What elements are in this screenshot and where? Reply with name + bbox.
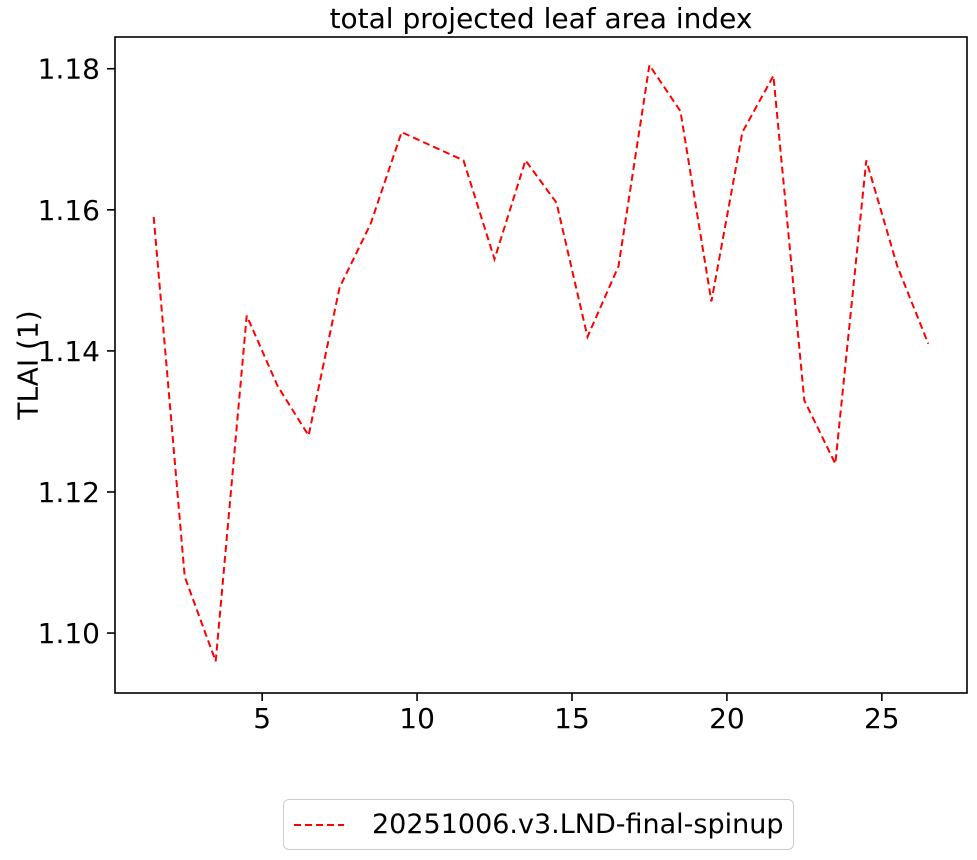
x-tick-label: 5 <box>253 702 271 735</box>
data-series-line <box>152 62 930 662</box>
legend: 20251006.v3.LND-final-spinup <box>283 799 794 850</box>
y-tick-label: 1.16 <box>38 194 100 227</box>
x-tick-label: 15 <box>554 702 590 735</box>
x-tick-label: 10 <box>399 702 435 735</box>
chart-title: total projected leaf area index <box>329 2 753 35</box>
x-tick-label: 20 <box>709 702 745 735</box>
x-tick-label: 25 <box>864 702 900 735</box>
y-tick-label: 1.10 <box>38 617 100 650</box>
y-tick-label: 1.14 <box>38 335 100 368</box>
plot-area: 5 10 15 20 25 1.10 1.12 1.14 1.16 1.18 <box>38 36 968 735</box>
y-tick-label: 1.12 <box>38 476 100 509</box>
legend-label: 20251006.v3.LND-final-spinup <box>372 809 784 840</box>
axes-spines <box>114 36 968 694</box>
legend-line-sample-icon <box>294 823 344 826</box>
y-tick-label: 1.18 <box>38 53 100 86</box>
